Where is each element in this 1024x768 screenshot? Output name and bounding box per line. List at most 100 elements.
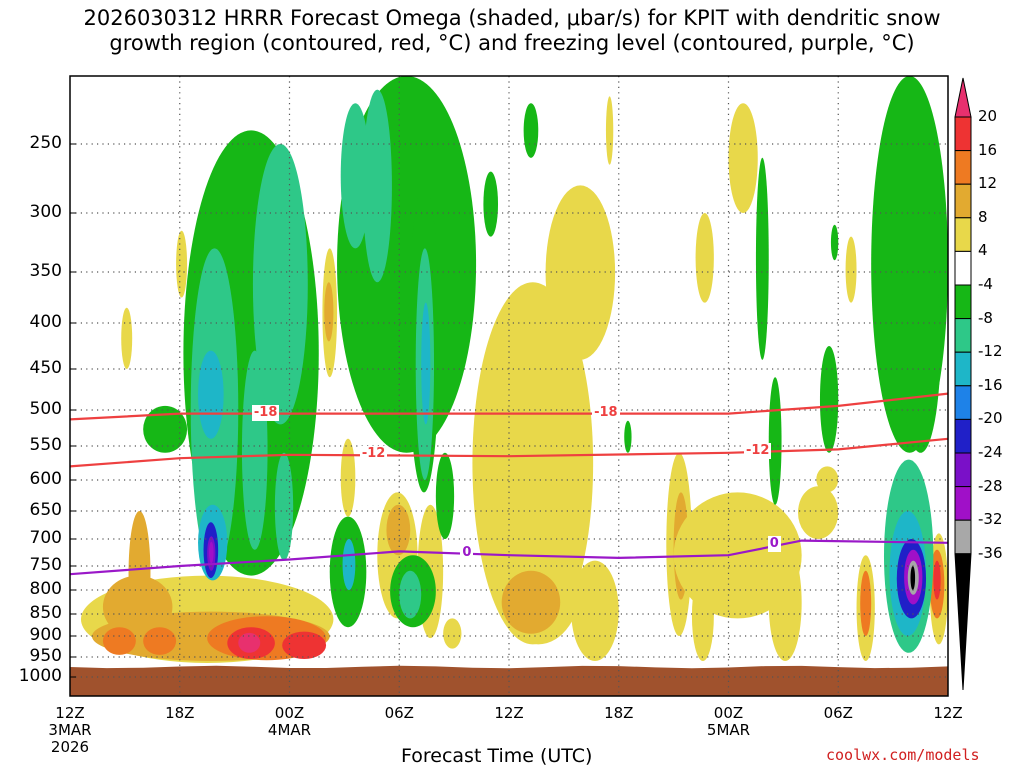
colorbar-label: 12	[978, 174, 998, 193]
y-tick-label: 800	[29, 579, 62, 599]
grid-lines	[70, 76, 948, 696]
colorbar-label: -12	[978, 342, 1003, 361]
x-tick-label: 12Z 3MAR 2026	[48, 705, 91, 756]
colorbar-label: -4	[978, 275, 993, 293]
omega-negative-28	[768, 377, 782, 505]
omega-positive-30	[728, 103, 758, 213]
omega-positive-8	[238, 632, 261, 653]
colorbar-label: 16	[978, 140, 998, 159]
y-tick-label: 600	[29, 469, 62, 489]
colorbar-label: -16	[978, 375, 1003, 394]
omega-positive-21	[501, 570, 561, 634]
colorbar-swatch-2	[954, 150, 972, 185]
colorbar-label: -32	[978, 510, 1003, 529]
colorbar-label: -28	[978, 476, 1003, 495]
y-tick-label: 550	[29, 435, 62, 455]
y-tick-label: 250	[29, 133, 62, 153]
colorbar-swatch-4	[954, 217, 972, 252]
omega-negative-9	[241, 350, 268, 550]
x-tick-line: 18Z	[165, 704, 195, 722]
x-tick-line: 12Z	[494, 704, 524, 722]
contour-label: 0	[460, 544, 474, 561]
omega-positive-13	[324, 282, 334, 342]
contour-line-1	[70, 437, 948, 468]
omega-positive-36	[845, 236, 857, 303]
omega-positive-41	[673, 492, 802, 619]
colorbar-label: -8	[978, 308, 993, 327]
y-tick-label: 650	[29, 500, 62, 520]
colorbar-swatch-8	[954, 351, 972, 387]
contour-label: -18	[592, 404, 620, 421]
y-tick-label: 950	[29, 646, 62, 666]
omega-negative-38	[910, 566, 916, 590]
colorbar-swatch-13	[954, 519, 972, 555]
omega-negative-32	[900, 236, 941, 453]
y-tick-label: 450	[29, 358, 62, 378]
x-tick-line: 4MAR	[267, 721, 312, 739]
x-tick-line: 00Z	[713, 704, 744, 722]
y-tick-label: 1000	[18, 666, 62, 686]
x-tick-label: 00Z 4MAR	[268, 705, 311, 739]
omega-shading	[80, 76, 948, 681]
contour-label: -12	[359, 446, 388, 463]
colorbar-swatch-11	[954, 452, 972, 488]
y-tick-label: 700	[29, 528, 62, 548]
y-tick-marks	[70, 143, 76, 678]
x-tick-line: 2026	[50, 738, 90, 756]
x-tick-line: 12Z	[933, 704, 963, 722]
y-tick-label: 850	[29, 603, 62, 623]
x-axis-title: Forecast Time (UTC)	[401, 745, 593, 767]
omega-negative-27	[755, 157, 769, 360]
omega-positive-14	[340, 438, 356, 517]
x-tick-label: 12Z	[933, 705, 962, 722]
omega-positive-24	[571, 560, 619, 661]
x-tick-line: 12Z	[55, 704, 85, 722]
omega-negative-14	[340, 103, 370, 249]
colorbar-label: 20	[978, 107, 998, 125]
omega-negative-23	[435, 452, 455, 539]
colorbar-swatch-6	[954, 284, 972, 320]
omega-positive-22	[509, 323, 557, 480]
omega-positive-25	[605, 96, 614, 165]
omega-negative-22	[399, 570, 422, 619]
colorbar-top-arrow	[954, 77, 972, 118]
x-tick-line: 06Z	[823, 704, 853, 722]
colorbar	[954, 77, 972, 691]
x-tick-label: 18Z	[604, 705, 633, 722]
x-tick-line: 5MAR	[706, 721, 751, 739]
colorbar-swatch-9	[954, 385, 972, 420]
y-tick-label: 350	[29, 261, 62, 281]
omega-positive-18	[443, 618, 462, 649]
colorbar-label: -36	[978, 543, 1003, 562]
colorbar-swatch-3	[954, 183, 972, 219]
colorbar-swatch-5	[954, 250, 972, 286]
omega-negative-11	[263, 199, 297, 342]
omega-negative-30	[830, 224, 839, 261]
credit-link[interactable]: coolwx.com/models	[826, 746, 980, 764]
omega-positive-33	[816, 466, 839, 493]
omega-negative-18	[421, 302, 431, 425]
x-tick-label: 12Z	[494, 705, 523, 722]
title-line-2: growth region (contoured, red, °C) and f…	[109, 31, 915, 55]
omega-negative-24	[483, 171, 499, 237]
x-tick-label: 06Z	[824, 705, 853, 722]
chart-title: 2026030312 HRRR Forecast Omega (shaded, …	[0, 6, 1024, 56]
contour-label: 0	[767, 535, 781, 552]
omega-negative-4	[198, 350, 224, 439]
omega-negative-15	[362, 89, 392, 283]
omega-negative-26	[624, 420, 632, 453]
x-tick-label: 00Z 5MAR	[707, 705, 750, 739]
omega-negative-1	[143, 405, 188, 453]
colorbar-swatch-12	[954, 486, 972, 521]
colorbar-bottom-arrow	[954, 553, 972, 691]
x-tick-line: 3MAR	[48, 721, 92, 739]
omega-negative-29	[819, 346, 839, 453]
contour-label: -18	[251, 404, 280, 421]
omega-positive-23	[545, 185, 616, 360]
omega-positive-11	[121, 307, 133, 369]
colorbar-swatch-10	[954, 418, 972, 454]
omega-positive-29	[695, 212, 714, 303]
omega-positive-9	[282, 631, 327, 659]
omega-negative-20	[342, 539, 356, 590]
